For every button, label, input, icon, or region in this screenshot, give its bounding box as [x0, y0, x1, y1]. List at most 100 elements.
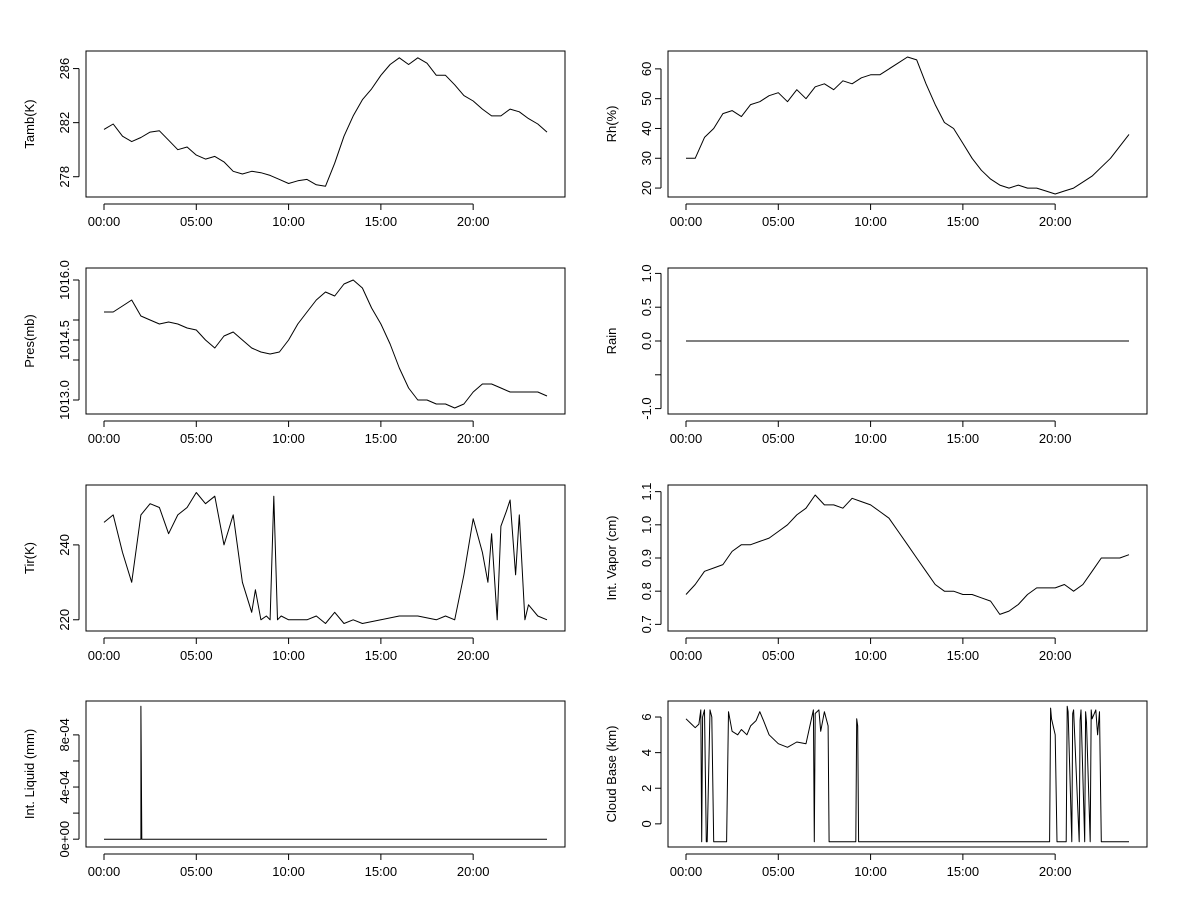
plot-frame — [85, 484, 566, 632]
y-tick-label: 1.1 — [639, 483, 654, 501]
y-tick-label: 0.7 — [639, 615, 654, 633]
x-tick-label: 10:00 — [854, 431, 887, 446]
x-tick-label: 00:00 — [88, 864, 121, 879]
x-tick-label: 05:00 — [180, 864, 213, 879]
y-tick-label: 220 — [57, 609, 72, 631]
series-line — [685, 705, 1129, 843]
y-axis-label: Tir(K) — [22, 542, 37, 574]
x-tick-label: 10:00 — [854, 648, 887, 663]
x-tick-label: 10:00 — [272, 864, 305, 879]
panel-5: 00:00 05:00 10:00 15:00 20:00 220 240 Tir(K) — [22, 484, 566, 663]
series-line — [103, 492, 548, 624]
y-tick-label: 0.9 — [639, 549, 654, 567]
y-tick-label: 50 — [639, 91, 654, 105]
x-tick-label: 10:00 — [854, 864, 887, 879]
x-tick-label: 00:00 — [670, 864, 703, 879]
x-tick-label: 05:00 — [762, 431, 795, 446]
x-tick-label: 00:00 — [670, 648, 703, 663]
x-tick-label: 15:00 — [947, 431, 980, 446]
plot-frame — [667, 700, 1148, 848]
y-tick-label: 286 — [57, 58, 72, 80]
y-tick-label: 282 — [57, 112, 72, 134]
series-line — [104, 705, 547, 840]
y-axis-label: Int. Liquid (mm) — [22, 729, 37, 819]
panel-1: 00:00 05:00 10:00 15:00 20:00 278 282 286 Tamb(K… — [22, 50, 566, 229]
x-tick-label: 15:00 — [947, 214, 980, 229]
y-tick-label: 0 — [639, 820, 654, 827]
x-tick-label: 15:00 — [365, 214, 398, 229]
y-axis-label: Pres(mb) — [22, 314, 37, 367]
x-tick-label: 00:00 — [670, 214, 703, 229]
y-tick-label: 0e+00 — [57, 821, 72, 858]
x-tick-label: 10:00 — [854, 214, 887, 229]
y-tick-label: 0.8 — [639, 582, 654, 600]
x-tick-label: 00:00 — [88, 214, 121, 229]
y-tick-label: 1.0 — [639, 516, 654, 534]
x-tick-label: 10:00 — [272, 431, 305, 446]
x-tick-label: 15:00 — [947, 648, 980, 663]
series-line — [685, 494, 1130, 615]
y-tick-label: 0.5 — [639, 298, 654, 316]
x-tick-label: 00:00 — [88, 648, 121, 663]
y-axis-label: Tamb(K) — [22, 99, 37, 148]
x-tick-label: 20:00 — [457, 864, 490, 879]
panel-2: 00:00 05:00 10:00 15:00 20:00 20 30 40 50 60 Rh(%) — [604, 50, 1148, 229]
y-axis-label: Int. Vapor (cm) — [604, 515, 619, 600]
x-tick-label: 15:00 — [365, 648, 398, 663]
x-tick-label: 05:00 — [180, 431, 213, 446]
plot-frame — [667, 267, 1148, 415]
x-tick-label: 15:00 — [365, 864, 398, 879]
x-tick-label: 20:00 — [457, 431, 490, 446]
x-tick-label: 15:00 — [365, 431, 398, 446]
y-tick-label: 0.0 — [639, 332, 654, 350]
y-tick-label: 4 — [639, 749, 654, 756]
panel-4: 00:00 05:00 10:00 15:00 20:00 -1.0 0.0 0.5 1.0 Ra… — [604, 264, 1148, 446]
plot-frame — [85, 50, 566, 198]
y-tick-label: 278 — [57, 166, 72, 188]
y-tick-label: 2 — [639, 785, 654, 792]
x-tick-label: 20:00 — [1039, 214, 1072, 229]
x-tick-label: 20:00 — [457, 214, 490, 229]
y-tick-label: 30 — [639, 151, 654, 165]
x-tick-label: 20:00 — [457, 648, 490, 663]
x-tick-label: 10:00 — [272, 214, 305, 229]
plot-frame — [85, 700, 566, 848]
y-tick-label: 6 — [639, 713, 654, 720]
y-tick-label: 1.0 — [639, 264, 654, 282]
plot-frame — [667, 484, 1148, 632]
y-axis-label: Cloud Base (km) — [604, 726, 619, 823]
y-tick-label: 60 — [639, 62, 654, 76]
x-tick-label: 20:00 — [1039, 648, 1072, 663]
x-tick-label: 05:00 — [762, 864, 795, 879]
x-tick-label: 20:00 — [1039, 431, 1072, 446]
plot-frame — [667, 50, 1148, 198]
y-tick-label: 40 — [639, 121, 654, 135]
panel-3: 00:00 05:00 10:00 15:00 20:00 1013.0 1014.5 101… — [22, 260, 566, 446]
x-tick-label: 20:00 — [1039, 864, 1072, 879]
x-tick-label: 05:00 — [180, 648, 213, 663]
x-tick-label: 00:00 — [670, 431, 703, 446]
series-line — [103, 57, 548, 187]
x-tick-label: 10:00 — [272, 648, 305, 663]
y-tick-label: 20 — [639, 181, 654, 195]
y-tick-label: 1013.0 — [57, 380, 72, 420]
y-tick-label: 1014.5 — [57, 320, 72, 360]
x-tick-label: 05:00 — [762, 214, 795, 229]
y-tick-label: 4e-04 — [57, 770, 72, 803]
x-tick-label: 05:00 — [180, 214, 213, 229]
panel-7: 00:00 05:00 10:00 15:00 20:00 0e+00 4e-04 8e-04… — [22, 700, 566, 879]
y-tick-label: 240 — [57, 534, 72, 556]
y-axis-label: Rh(%) — [604, 106, 619, 143]
x-tick-label: 15:00 — [947, 864, 980, 879]
y-tick-label: -1.0 — [639, 397, 654, 419]
plot-frame — [85, 267, 566, 415]
series-line — [104, 279, 548, 409]
x-tick-label: 00:00 — [88, 431, 121, 446]
y-tick-label: 1016.0 — [57, 260, 72, 300]
y-axis-label: Rain — [604, 328, 619, 355]
panel-8: 00:00 05:00 10:00 15:00 20:00 0 2 4 6 Cloud Base … — [604, 700, 1148, 879]
series-line — [686, 56, 1130, 195]
y-tick-label: 8e-04 — [57, 718, 72, 751]
x-tick-label: 05:00 — [762, 648, 795, 663]
